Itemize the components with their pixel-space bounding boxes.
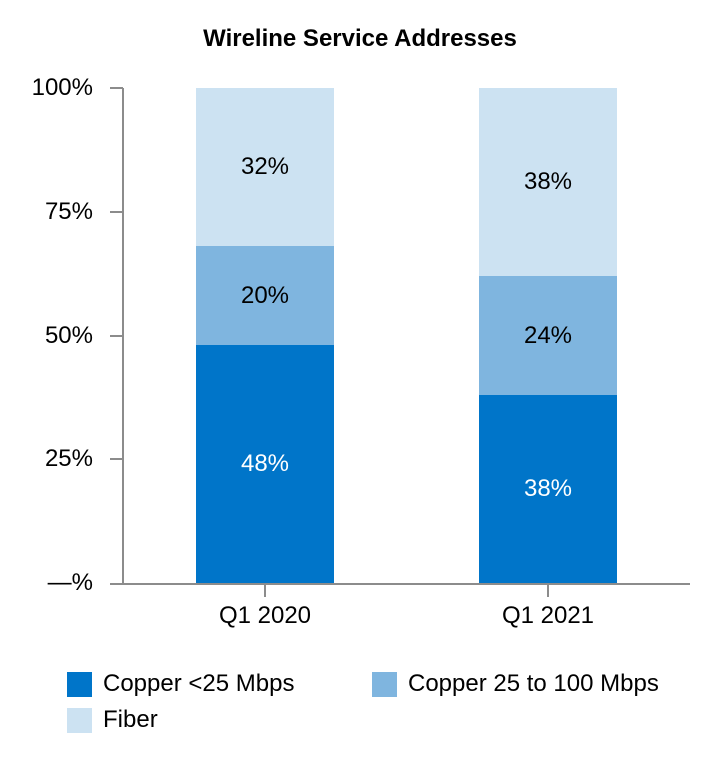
legend-swatch-copper-25-to-100-mbps [372,671,397,697]
legend-swatch-copper-25-mbps [67,671,92,697]
x-tick-q1-2020 [264,585,266,597]
bar-segment-fiber-q1-2020: 32% [196,88,334,247]
y-tick-label-50: 50% [44,321,93,349]
bar-segment-label: 38% [523,474,573,502]
y-tick-75 [110,210,123,213]
x-tick-label-q1-2021: Q1 2021 [501,602,595,629]
bar-segment-label: 48% [240,450,290,478]
legend-label-copper-25-to-100-mbps: Copper 25 to 100 Mbps [408,670,659,697]
y-tick-label-100: 100% [31,74,93,101]
legend-label-copper-25-mbps: Copper <25 Mbps [103,670,295,697]
bar-q1-2021: 38% 24% 38% [479,88,617,583]
y-tick-label-25: 25% [44,445,93,473]
y-axis-line [122,88,124,585]
y-tick-label-0: —% [47,569,93,596]
bar-segment-label: 20% [240,281,290,309]
bar-segment-copper-25-to-100-mbps-q1-2021: 24% [479,276,617,395]
y-tick-100 [110,87,123,89]
bar-q1-2020: 48% 20% 32% [196,88,334,583]
y-tick-label-75: 75% [44,197,93,225]
legend-item-copper-25-to-100-mbps: Copper 25 to 100 Mbps [372,670,659,698]
x-tick-label-q1-2020: Q1 2020 [218,602,312,629]
bar-segment-label: 32% [240,153,290,181]
bar-segment-fiber-q1-2021: 38% [479,88,617,277]
bar-segment-copper-25-mbps-q1-2021: 38% [479,394,617,583]
bar-segment-label: 24% [523,321,573,349]
bar-segment-copper-25-to-100-mbps-q1-2020: 20% [196,246,334,346]
x-axis-line [110,583,690,585]
legend-label-fiber: Fiber [103,706,158,733]
x-tick-q1-2021 [547,585,549,597]
bar-segment-label: 38% [523,168,573,196]
bar-segment-copper-25-mbps-q1-2020: 48% [196,345,334,583]
y-tick-25 [110,458,123,461]
legend-swatch-fiber [67,707,92,733]
chart-title: Wireline Service Addresses [203,25,517,52]
legend-item-fiber: Fiber [67,706,158,734]
legend-item-copper-25-mbps: Copper <25 Mbps [67,670,294,698]
y-tick-50 [110,334,123,337]
